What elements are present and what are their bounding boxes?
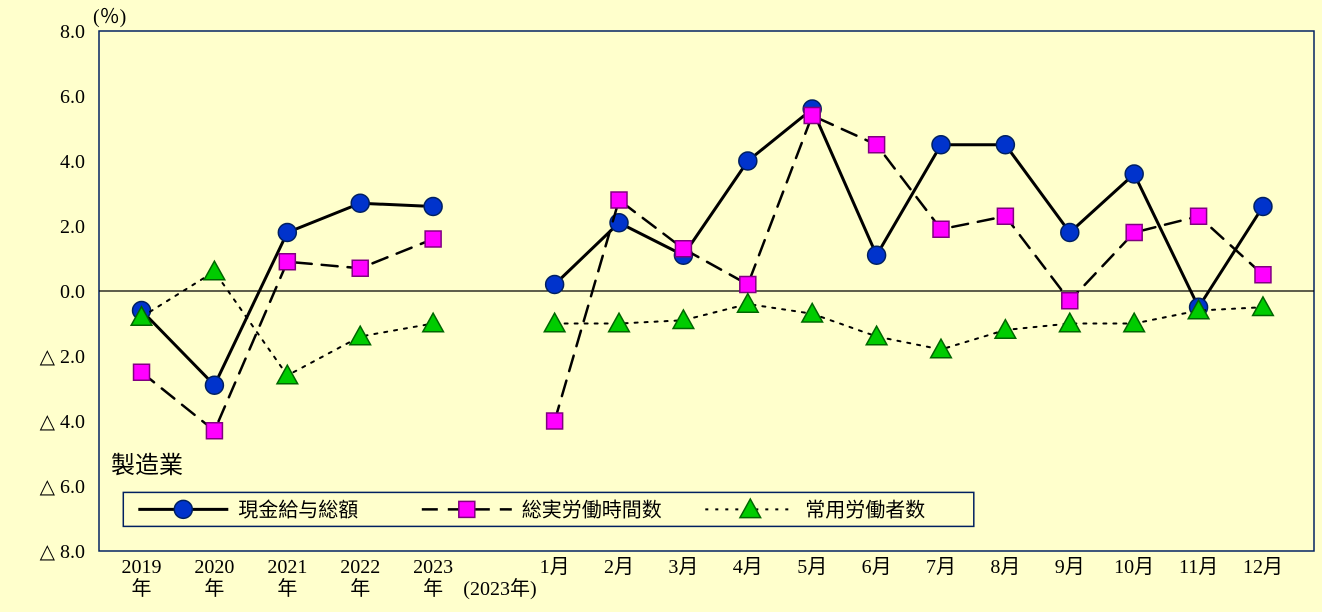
- x-tick-label: 2021: [267, 556, 307, 578]
- x-tick-label: 1月: [540, 556, 570, 578]
- x-tick-label: 5月: [797, 556, 827, 578]
- x-tick-label: 11月: [1179, 556, 1218, 578]
- y-tick-label: 6.0: [60, 86, 85, 108]
- y-tick-label: 8.0: [60, 21, 85, 43]
- x-tick-label: 年: [277, 577, 297, 600]
- legend-label: 常用労働者数: [805, 498, 925, 521]
- legend-label: 現金給与総額: [238, 498, 358, 521]
- y-tick-label: 4.0: [60, 151, 85, 173]
- x-tick-label: 年: [204, 577, 224, 600]
- x-tick-label: 12月: [1243, 556, 1283, 578]
- x-tick-label: 2月: [604, 556, 634, 578]
- x-tick-label: 2020: [194, 556, 234, 578]
- x-tick-label: 年: [423, 577, 443, 600]
- x-tick-label: 7月: [926, 556, 956, 578]
- y-tick-label: 2.0: [60, 216, 85, 238]
- x-tick-label: 2022: [340, 556, 380, 578]
- legend-label: 総実労働時間数: [522, 498, 662, 521]
- x-tick-label: 4月: [733, 556, 763, 578]
- x-tick-label: 年: [350, 577, 370, 600]
- y-tick-label: △ 4.0: [40, 411, 85, 433]
- x-tick-label: 10月: [1114, 556, 1154, 578]
- y-axis-unit: (％): [93, 6, 126, 28]
- x-axis-year-note: (2023年): [463, 577, 536, 600]
- x-tick-label: 9月: [1055, 556, 1085, 578]
- x-tick-label: 年: [132, 577, 152, 600]
- x-tick-label: 2023: [413, 556, 453, 578]
- x-tick-label: 3月: [668, 556, 698, 578]
- x-tick-label: 6月: [862, 556, 892, 578]
- x-tick-label: 2019: [122, 556, 162, 578]
- line-chart: 8.0 6.0 4.0 2.0 0.0 △ 2.0 △ 4.0 △ 6.0 △ 8.0 (％) 20…: [0, 0, 1322, 612]
- y-tick-label: △ 8.0: [40, 541, 85, 563]
- industry-label: 製造業: [111, 452, 183, 479]
- y-tick-label: 0.0: [60, 281, 85, 303]
- y-tick-label: △ 2.0: [40, 346, 85, 368]
- y-tick-label: △ 6.0: [40, 476, 85, 498]
- x-tick-label: 8月: [990, 556, 1020, 578]
